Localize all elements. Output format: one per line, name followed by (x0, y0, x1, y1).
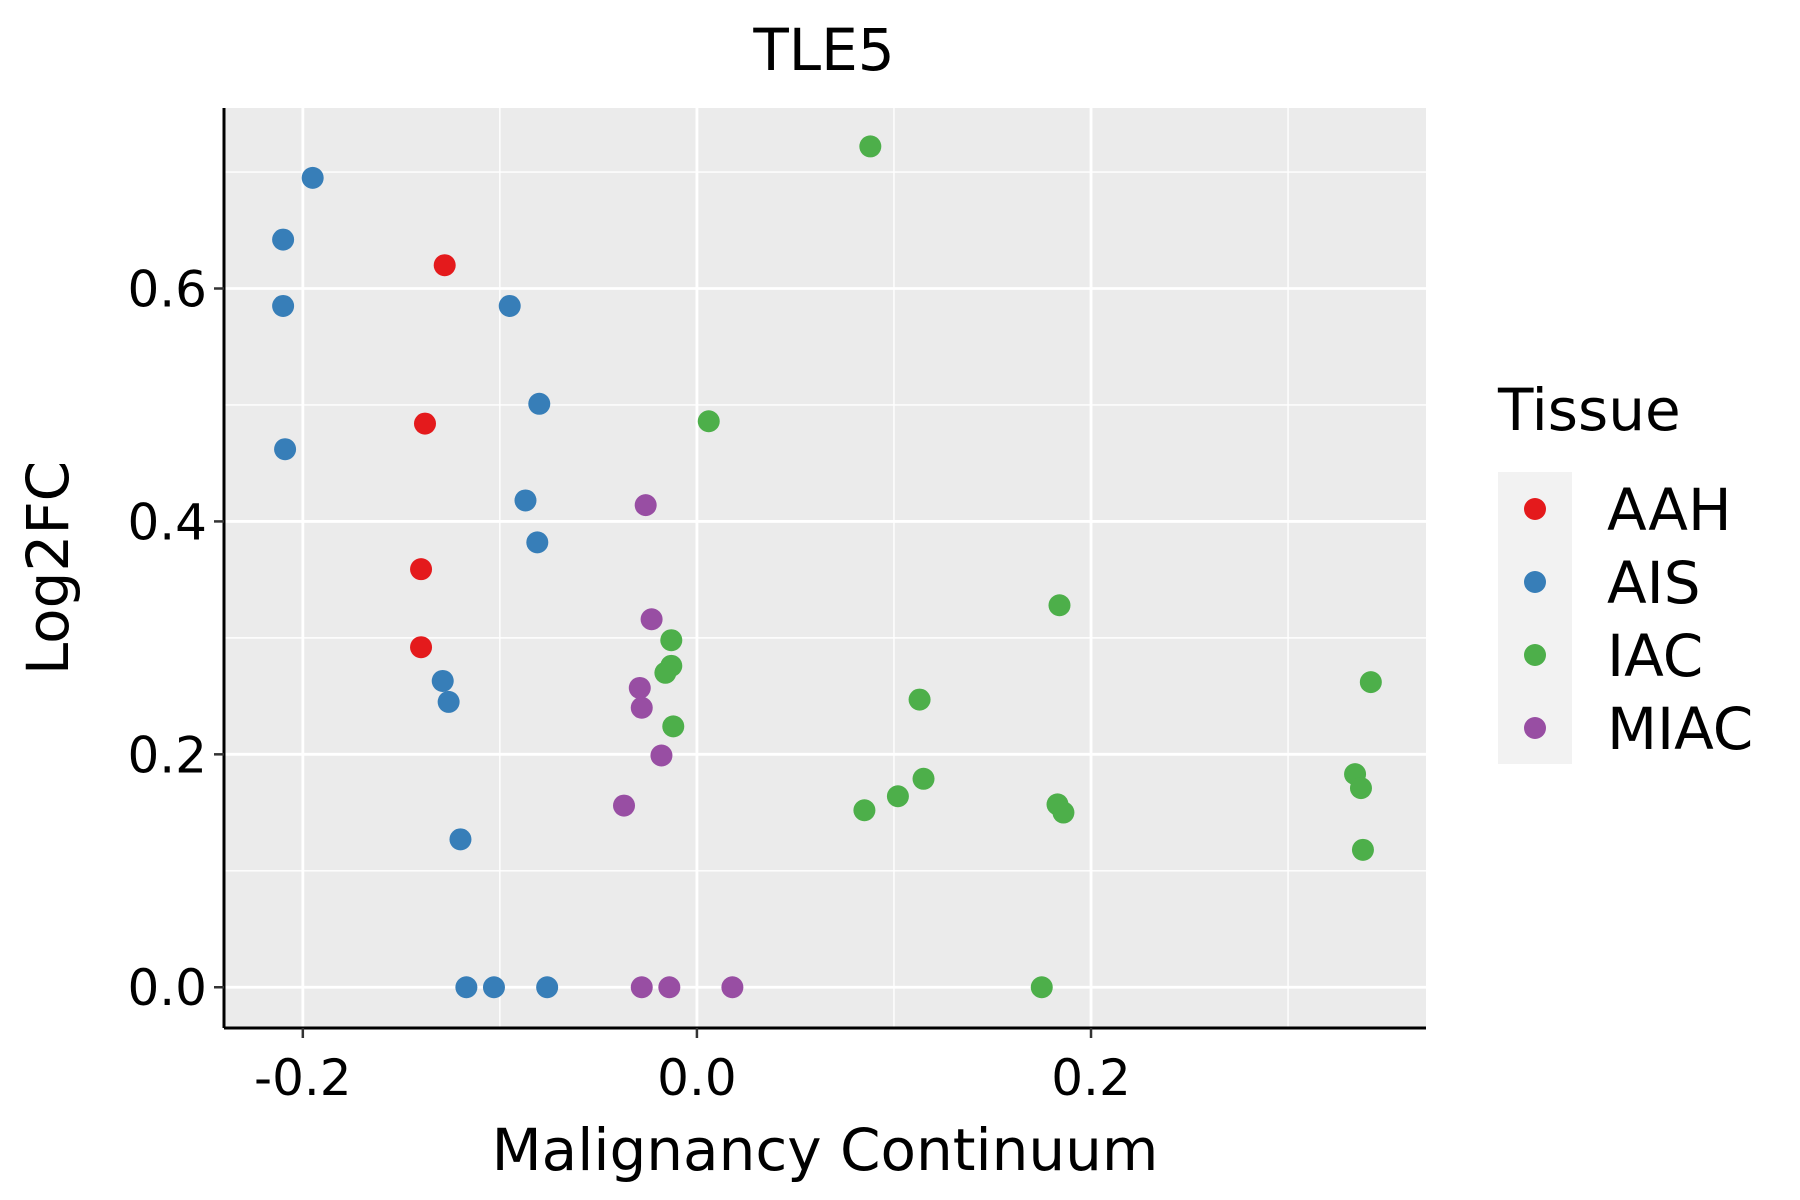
data-point-aah (413, 412, 436, 435)
data-point-ais (431, 669, 454, 692)
data-point-iac (660, 629, 683, 652)
data-point-ais (498, 294, 521, 317)
grid-major (224, 108, 1426, 1028)
data-point-miac (658, 976, 681, 999)
x-tick-label: 0.2 (1051, 1049, 1131, 1107)
x-tick-label: 0.0 (657, 1049, 737, 1107)
data-point-iac (1048, 594, 1071, 617)
data-point-ais (272, 294, 295, 317)
y-tick-label: 0.0 (127, 959, 207, 1017)
data-point-aah (410, 558, 433, 581)
data-point-miac (630, 696, 653, 719)
legend-key-iac (1524, 644, 1546, 666)
data-point-ais (301, 166, 324, 189)
data-point-iac (908, 688, 931, 711)
data-point-ais (455, 976, 478, 999)
legend-key-aah (1524, 498, 1546, 520)
y-axis-title: Log2FC (14, 461, 82, 675)
data-point-ais (526, 531, 549, 554)
data-point-iac (1030, 976, 1053, 999)
x-axis-ticks: -0.2 0.0 0.2 (254, 1028, 1131, 1107)
data-point-iac (1351, 838, 1374, 861)
legend-label-iac: IAC (1607, 622, 1703, 690)
legend-label-aah: AAH (1607, 476, 1732, 544)
y-tick-label: 0.4 (127, 493, 207, 551)
data-point-miac (630, 976, 653, 999)
data-point-miac (634, 494, 657, 517)
data-point-miac (721, 976, 744, 999)
data-point-aah (433, 254, 456, 277)
legend-key-miac (1524, 717, 1546, 739)
data-point-iac (654, 661, 677, 684)
plot-panel (224, 108, 1426, 1028)
data-point-iac (697, 410, 720, 433)
legend-key-background (1498, 472, 1572, 764)
legend-title: Tissue (1497, 376, 1681, 444)
y-tick-label: 0.6 (127, 261, 207, 319)
legend-label-miac: MIAC (1607, 695, 1753, 763)
data-point-iac (886, 785, 909, 808)
data-point-iac (1349, 777, 1372, 800)
data-points (272, 135, 1382, 999)
x-tick-label: -0.2 (254, 1049, 352, 1107)
data-point-ais (514, 489, 537, 512)
data-point-iac (1359, 671, 1382, 694)
data-point-iac (662, 715, 685, 738)
legend-label-ais: AIS (1607, 549, 1701, 617)
axes (222, 108, 1426, 1030)
data-point-ais (528, 392, 551, 415)
legend-key-ais (1524, 571, 1546, 593)
data-point-iac (853, 799, 876, 822)
data-point-ais (437, 690, 460, 713)
data-point-ais (536, 976, 559, 999)
data-point-miac (640, 608, 663, 631)
data-point-iac (859, 135, 882, 158)
data-point-ais (449, 828, 472, 851)
x-axis-title: Malignancy Continuum (492, 1116, 1159, 1184)
data-point-miac (650, 744, 673, 767)
data-point-ais (274, 438, 297, 461)
y-axis-ticks: 0.0 0.2 0.4 0.6 (127, 261, 224, 1017)
y-tick-label: 0.2 (127, 726, 207, 784)
data-point-miac (613, 794, 636, 817)
chart-title: TLE5 (752, 16, 894, 84)
data-point-iac (912, 767, 935, 790)
data-point-ais (482, 976, 505, 999)
data-point-miac (628, 676, 651, 699)
data-point-aah (410, 636, 433, 659)
data-point-ais (272, 228, 295, 251)
data-point-iac (1052, 801, 1075, 824)
